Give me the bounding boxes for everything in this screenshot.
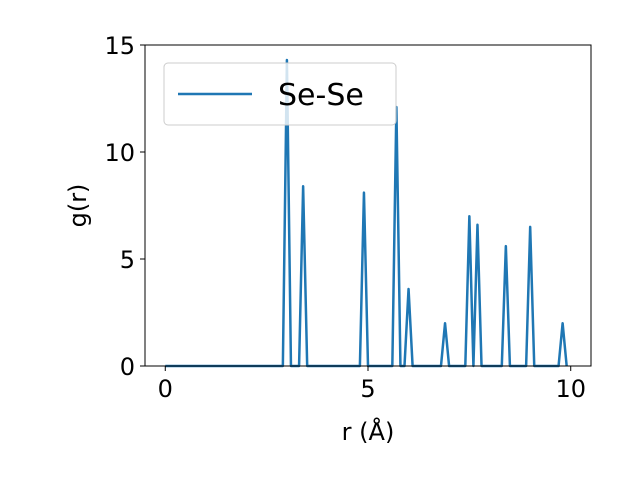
x-tick-label: 10 <box>555 375 586 403</box>
legend: Se-Se <box>163 62 397 126</box>
x-tick-label: 5 <box>360 375 375 403</box>
x-tick-label: 0 <box>158 375 173 403</box>
y-tick-label: 0 <box>120 353 135 381</box>
y-tick-label: 10 <box>104 139 135 167</box>
legend-label: Se-Se <box>278 78 364 113</box>
x-axis-label: r (Å) <box>342 417 395 446</box>
y-tick-label: 5 <box>120 246 135 274</box>
y-axis-label: g(r) <box>64 184 92 228</box>
y-tick-label: 15 <box>104 32 135 60</box>
axes: 0 5 10 0 5 10 15 r (Å) g(r) <box>64 32 592 446</box>
legend-box <box>163 62 397 126</box>
